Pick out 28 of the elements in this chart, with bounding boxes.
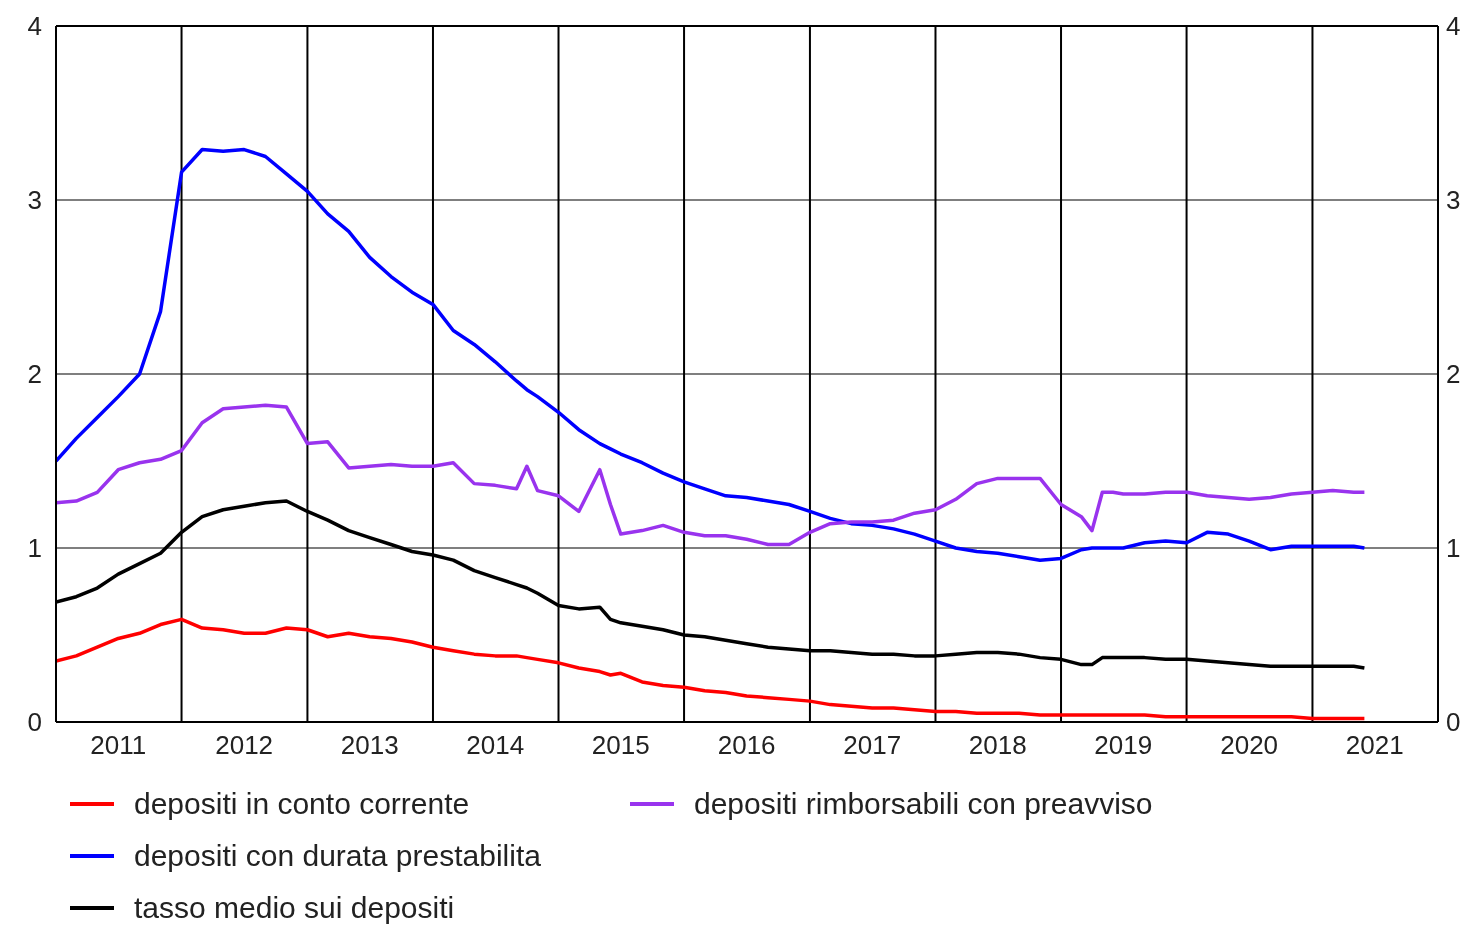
y-tick-label: 0 xyxy=(27,707,42,738)
x-tick-label: 2012 xyxy=(215,730,274,761)
legend-label: depositi con durata prestabilita xyxy=(134,839,541,873)
y2-tick-label: 0 xyxy=(1446,707,1461,738)
line-series xyxy=(56,147,1367,562)
legend-label: depositi rimborsabili con preavviso xyxy=(694,787,1153,821)
x-tick-label: 2011 xyxy=(90,730,147,761)
y2-tick-label: 2 xyxy=(1446,359,1461,390)
x-tick-label: 2013 xyxy=(340,730,399,761)
y-tick-label: 2 xyxy=(27,359,42,390)
x-tick-label: 2019 xyxy=(1094,730,1153,761)
x-tick-label: 2016 xyxy=(717,730,776,761)
x-tick-label: 2014 xyxy=(466,730,525,761)
y-tick-label: 4 xyxy=(27,11,42,42)
y2-tick-label: 1 xyxy=(1446,533,1461,564)
x-tick-label: 2020 xyxy=(1220,730,1279,761)
y2-tick-label: 4 xyxy=(1446,11,1461,42)
x-tick-label: 2015 xyxy=(591,730,650,761)
y-tick-label: 1 xyxy=(27,533,42,564)
x-tick-label: 2017 xyxy=(843,730,902,761)
line-series xyxy=(56,617,1367,721)
legend-label: tasso medio sui depositi xyxy=(134,891,455,925)
x-tick-label: 2021 xyxy=(1345,730,1404,761)
x-tick-label: 2018 xyxy=(968,730,1027,761)
line-series xyxy=(56,403,1367,547)
y-tick-label: 3 xyxy=(27,185,42,216)
legend-label: depositi in conto corrente xyxy=(134,787,470,821)
y2-tick-label: 3 xyxy=(1446,185,1461,216)
